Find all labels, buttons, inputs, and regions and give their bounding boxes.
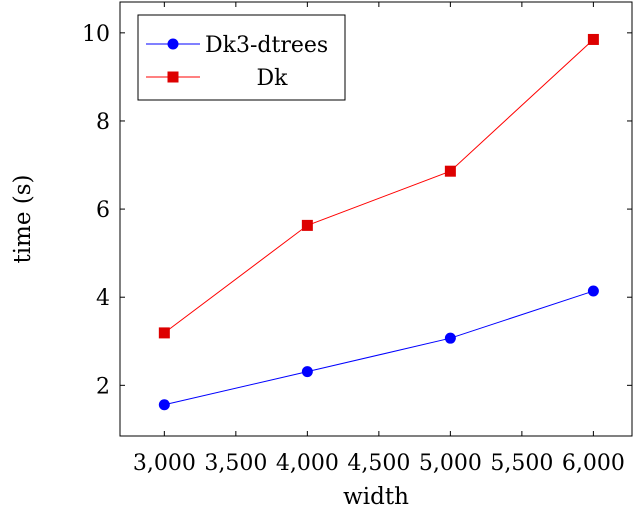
y-axis-label: time (s) bbox=[10, 174, 36, 263]
data-point-dk3-dtrees bbox=[444, 332, 456, 344]
x-tick-label: 5,500 bbox=[490, 451, 553, 476]
x-axis-ticks: 3,000 3,500 4,000 4,500 5,000 5,500 6,000 bbox=[133, 2, 625, 476]
legend: Dk3-dtrees Dk bbox=[137, 14, 346, 101]
y-axis-ticks: 2 4 6 8 10 bbox=[82, 22, 632, 399]
plot-marks bbox=[158, 33, 599, 411]
data-point-dk3-dtrees bbox=[301, 366, 313, 378]
x-tick-label: 4,000 bbox=[276, 451, 339, 476]
data-point-dk3-dtrees bbox=[158, 399, 170, 411]
x-tick-label: 3,000 bbox=[133, 451, 196, 476]
y-tick-label: 6 bbox=[96, 198, 110, 223]
data-point-dk bbox=[587, 33, 599, 45]
plot-frame bbox=[119, 1, 633, 437]
data-point-dk bbox=[444, 165, 456, 177]
x-tick-label: 3,500 bbox=[204, 451, 267, 476]
series-line-dk bbox=[164, 39, 594, 334]
x-tick-label: 5,000 bbox=[419, 451, 482, 476]
data-point-dk3-dtrees bbox=[587, 285, 599, 297]
x-tick-label: 6,000 bbox=[562, 451, 625, 476]
legend-label-dk3-dtrees: Dk3-dtrees bbox=[205, 33, 328, 58]
y-tick-label: 2 bbox=[96, 374, 110, 399]
series-line-dk3-dtrees bbox=[164, 290, 594, 406]
y-tick-label: 10 bbox=[82, 22, 110, 47]
legend-marker-dk3-dtrees bbox=[167, 38, 179, 50]
data-point-dk bbox=[158, 327, 170, 339]
data-point-dk bbox=[301, 219, 313, 231]
x-tick-label: 4,500 bbox=[347, 451, 410, 476]
legend-label-dk: Dk bbox=[257, 66, 289, 91]
y-tick-label: 4 bbox=[96, 286, 110, 311]
y-tick-label: 8 bbox=[96, 110, 110, 135]
legend-marker-dk bbox=[167, 71, 179, 83]
legend-box bbox=[137, 14, 346, 101]
x-axis-label: width bbox=[343, 484, 409, 510]
